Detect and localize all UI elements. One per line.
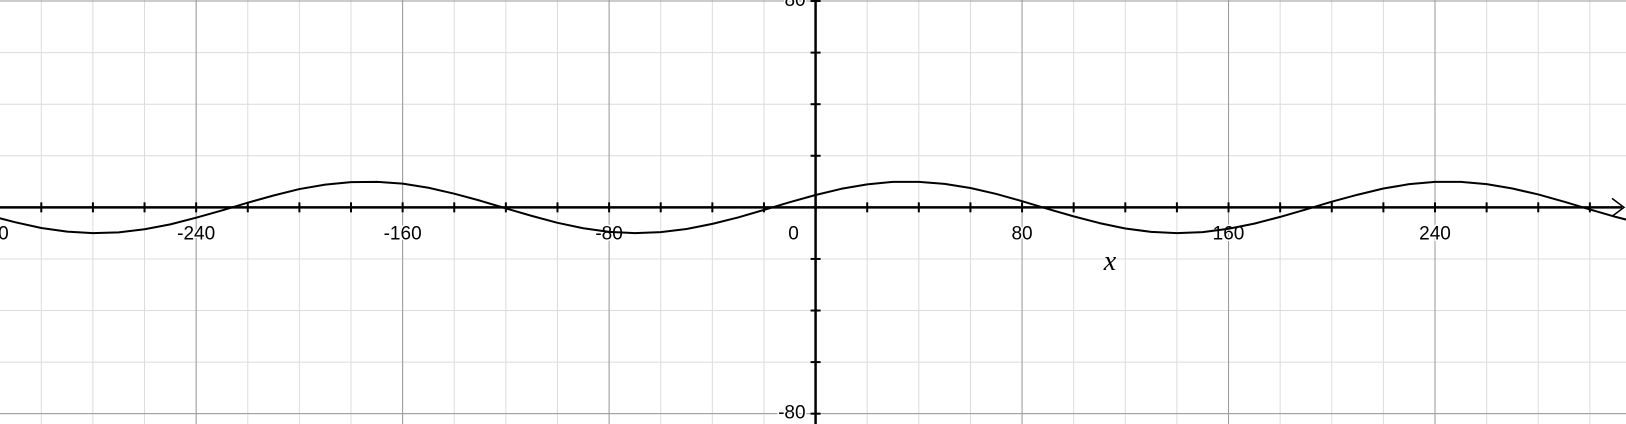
x-tick-label: 0 (788, 223, 799, 244)
curve (0, 180, 1626, 235)
x-tick-label: 80 (1011, 223, 1032, 244)
x-tick-label: 160 (1213, 223, 1245, 244)
y-tick-label: 80 (784, 0, 805, 11)
x-tick-label: -240 (177, 223, 215, 244)
x-tick-label: 240 (1419, 223, 1451, 244)
x-axis-label: x (1103, 246, 1117, 277)
x-tick-label: -320 (0, 223, 9, 244)
x-axis-arrow (1611, 197, 1626, 217)
x-tick-label: -80 (595, 223, 622, 244)
y-tick-label: -80 (778, 403, 805, 424)
x-tick-label: -160 (384, 223, 422, 244)
